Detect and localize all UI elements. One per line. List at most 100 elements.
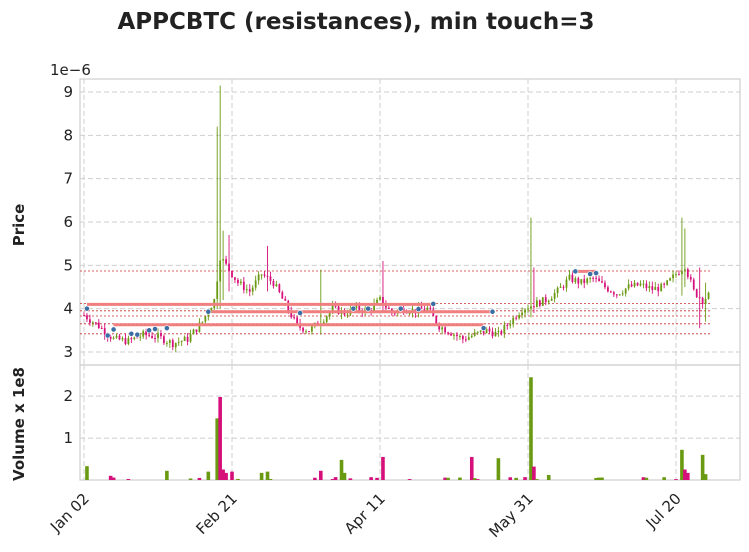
volume-bar [218,396,222,480]
volume-bar [594,477,598,480]
candle-body [453,334,455,336]
candle-body [476,331,479,333]
candle-body [168,340,171,343]
candle-body [707,292,710,299]
volume-bar [259,472,264,480]
x-tick-labels: Jan 02 Feb 21 Apr 11 May 31 Jul 20 [46,490,685,542]
candle-body [165,342,168,344]
candle-body [686,269,689,277]
candle-body [681,271,683,275]
touch-marker [146,327,153,334]
candle-body [290,310,293,318]
touch-marker [128,330,135,337]
candle-body [678,274,680,276]
touch-marker [593,270,599,277]
volume-bar [381,456,385,480]
volume-bar [85,466,89,480]
candle-body [139,336,142,338]
candle-body [133,337,136,340]
touch-marker [489,308,496,315]
candle-body [657,287,660,292]
candle-body [284,298,287,301]
candle-body [533,306,535,308]
volume-bar [407,479,412,480]
volume-bar [472,478,477,480]
volume-bar [333,477,338,480]
candle-body [154,338,156,340]
candle-body [151,335,153,339]
volume-bar [529,377,533,480]
candle-body [574,278,577,282]
candle-body [423,309,426,311]
price-tick-labels: 3 4 5 6 7 8 9 [63,83,73,361]
candle-body [530,306,532,309]
candle-body [263,274,266,276]
volume-bar [641,477,646,480]
volume-bar [683,469,687,480]
touch-markers [84,268,599,339]
candle-body [379,296,381,300]
candle-body [242,281,245,290]
price-tick-label: 3 [63,343,73,361]
volume-bar [600,477,604,480]
candle-body [651,286,654,290]
x-tick-label: Feb 21 [192,490,240,538]
candle-body [500,331,503,334]
candle-body [577,278,580,284]
candle-body [479,330,482,332]
candle-body [515,317,518,319]
candle-body [541,297,544,306]
candle-body [438,323,441,330]
candle-body [654,287,657,290]
volume-bar [230,471,234,480]
candle-body [609,291,612,293]
candle-body [228,263,230,271]
candle-body [163,336,165,344]
candle-body [615,294,618,296]
candle-body [97,322,100,329]
touch-marker [365,305,372,312]
candle-body [698,297,701,299]
touch-marker [297,310,303,316]
candle-body [393,313,396,315]
candle-body [86,315,88,320]
candle-body [171,340,174,348]
candle-body [639,283,642,286]
candle-body [239,281,242,284]
volume-bar [686,472,690,480]
candle-body [148,335,151,337]
candle-body [382,296,384,306]
candle-body [231,270,233,278]
candle-body [660,283,663,292]
candle-body [83,315,85,317]
candle-body [325,316,328,323]
candle-body [136,337,139,339]
candle-body [157,333,159,339]
touch-marker [110,326,117,333]
candle-body [183,336,186,341]
candle-body [642,283,645,285]
candle-body [420,306,423,310]
volume-bar [224,472,228,480]
candle-body [174,342,177,348]
candle-body [281,292,284,299]
candle-body [494,332,497,337]
candle-body [701,297,704,304]
x-tick-label: Jan 02 [46,490,93,537]
candle-body [331,305,334,312]
volume-tick-labels: 12 [63,387,73,447]
candle-body [346,314,349,316]
candle-body [624,288,627,294]
candle-body [260,274,263,276]
candle-body [444,327,447,333]
candle-body [586,278,589,284]
candle-body [509,324,512,326]
candle-body [645,283,648,289]
volume-axis-label: Volume x 1e8 [10,367,28,481]
candle-body [118,335,121,340]
volume-bar [348,478,353,480]
candle-body [595,277,597,279]
candle-body [177,341,180,343]
candle-body [121,338,124,340]
candle-body [672,274,674,279]
